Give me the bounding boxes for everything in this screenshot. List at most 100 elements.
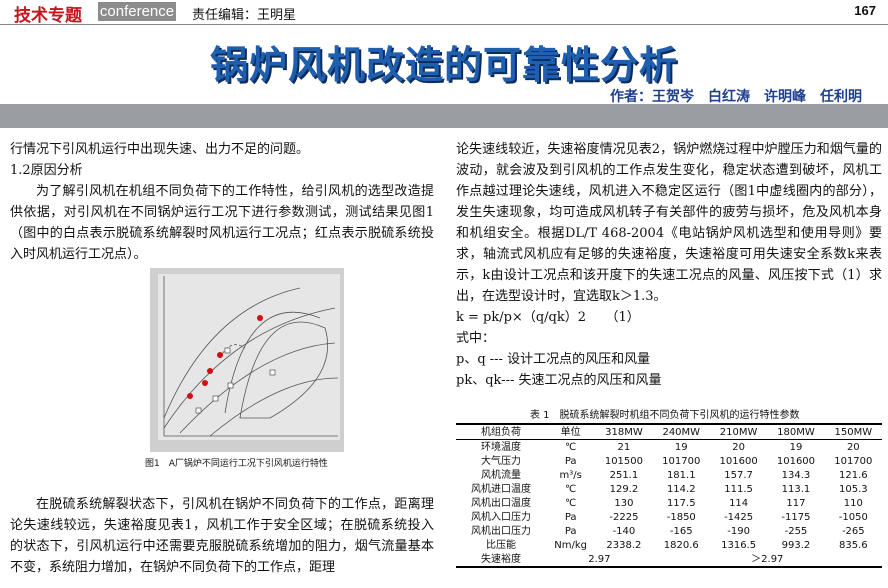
table-cell: 113.1 [781, 483, 811, 495]
table-cell: 105.3 [838, 483, 868, 495]
where: 式中： [456, 331, 496, 346]
table-row: 大气压力 Pa 101500 101700 101600 101600 101700 [456, 454, 882, 468]
table-cell: 风机进口温度 [471, 483, 532, 495]
table-cell: -140 [612, 525, 636, 537]
header-cell: 240MW [652, 424, 710, 440]
table-cell: 101600 [776, 455, 816, 467]
table-cell: 121.6 [838, 469, 868, 481]
table-cell: 1316.5 [721, 539, 757, 551]
table-row: 风机出口温度 ℃ 130 117.5 114 117 110 [456, 496, 882, 510]
table-cell: 101500 [604, 455, 644, 467]
table-cell: 251.1 [609, 469, 639, 481]
authors: 作者：王贺岑 白红涛 许明峰 任利明 [610, 89, 862, 105]
header-cell: 210MW [709, 424, 768, 440]
table-row: 风机进口温度 ℃ 129.2 114.2 111.5 113.1 105.3 [456, 482, 882, 496]
table-cell: 101700 [834, 455, 873, 467]
table-cell: 2.97 [588, 553, 611, 565]
table-title: 表 1 脱硫系统解裂时机组不同负荷下引风机的运行特性参数 [530, 410, 800, 421]
subheading: 1.2原因分析 [10, 163, 83, 178]
formula: k = pk/p×（q/qk）2 （1） [456, 310, 640, 325]
table-cell: -1425 [724, 511, 754, 523]
table-cell: 风机入口压力 [471, 511, 532, 523]
table-cell: -1175 [781, 511, 811, 523]
table-cell: 111.5 [724, 483, 753, 495]
divider-band [0, 104, 888, 128]
table-cell: ＞2.97 [751, 553, 784, 565]
table-cell: 1820.6 [663, 539, 699, 551]
table-row: 风机入口压力 Pa -2225 -1850 -1425 -1175 -1050 [456, 510, 882, 524]
table-cell: 134.3 [781, 469, 811, 481]
table-cell: 2338.2 [606, 539, 642, 551]
table-cell: 101700 [662, 455, 701, 467]
table-cell: 101600 [719, 455, 758, 467]
table-row: 风机流量 m³/s 251.1 181.1 157.7 134.3 121.6 [456, 468, 882, 482]
table-cell: 比压能 [486, 539, 517, 551]
section-tag: conference [98, 2, 176, 21]
left-column-lower: 在脱硫系统解裂状态下，引风机在锅炉不同负荷下的工作点，距离理论失速线较远，失速裕… [10, 494, 434, 578]
table-cell: 风机出口压力 [471, 525, 532, 537]
table-cell: Pa [564, 525, 577, 537]
paragraph: 在脱硫系统解裂状态下，引风机在锅炉不同负荷下的工作点，距离理论失速线较远，失速裕… [10, 497, 434, 575]
paragraph: 论失速线较近，失速裕度情况见表2，锅炉燃烧过程中炉膛压力和烟气量的波动，就会波及… [456, 142, 882, 304]
table-cell: 20 [732, 441, 745, 453]
table-cell: Pa [564, 455, 577, 467]
table-cell: 130 [614, 497, 634, 509]
table-cell: 风机流量 [481, 469, 522, 481]
header-cell: 机组负荷 [456, 424, 547, 440]
table-cell: 117 [786, 497, 806, 509]
table-cell: 129.2 [609, 483, 639, 495]
figure-caption: 图1 A厂锅炉不同运行工况下引风机运行特性 [145, 459, 328, 469]
table-row: 比压能 Nm/kg 2338.2 1820.6 1316.5 993.2 835.6 [456, 538, 882, 552]
table-cell: 风机出口温度 [471, 497, 532, 509]
table-cell: -190 [727, 525, 750, 537]
table-cell: -2225 [609, 511, 639, 523]
left-column: 行情况下引风机运行中出现失速、出力不足的问题。 1.2原因分析 为了解引风机在机… [10, 139, 434, 265]
table-cell: 110 [843, 497, 863, 509]
table-cell: 19 [674, 441, 688, 453]
table-cell: ℃ [565, 441, 577, 453]
header-cell: 180MW [767, 424, 825, 440]
table-cell: 835.6 [838, 539, 868, 551]
table-cell: ℃ [565, 483, 577, 495]
header-cell: 318MW [595, 424, 653, 440]
header [0, 0, 888, 25]
table-cell: 114.2 [666, 483, 696, 495]
table-row: 失速裕度 2.97 ＞2.97 [456, 552, 882, 567]
table-cell: -265 [841, 525, 865, 537]
article-title: 锅炉风机改造的可靠性分析 [209, 43, 678, 87]
table-cell: -1850 [666, 511, 696, 523]
header-cell: 150MW [824, 424, 882, 440]
table-cell: 117.5 [666, 497, 696, 509]
table-cell: -1050 [838, 511, 868, 523]
paragraph: 行情况下引风机运行中出现失速、出力不足的问题。 [10, 142, 310, 157]
table: 机组负荷 单位 318MW 240MW 210MW 180MW 150MW 环境温度 ℃ 21 19… [456, 423, 882, 568]
table-row: 风机出口压力 Pa -140 -165 -190 -255 -265 [456, 524, 882, 538]
table-cell: Nm/kg [554, 539, 588, 551]
table-cell: 21 [617, 441, 631, 453]
table-cell: 环境温度 [481, 441, 522, 453]
table-cell: 20 [846, 441, 860, 453]
table-cell: ℃ [565, 497, 577, 509]
definition: pk、qk--- 失速工况点的风压和风量 [456, 373, 662, 388]
editor: 责任编辑：王明星 [192, 8, 297, 23]
table-cell: 157.7 [724, 469, 753, 481]
table-row: 环境温度 ℃ 21 19 20 19 20 [456, 440, 882, 455]
section-label: 技术专题 [14, 6, 82, 26]
table-cell: 181.1 [666, 469, 696, 481]
table-header-row: 机组负荷 单位 318MW 240MW 210MW 180MW 150MW [456, 424, 882, 440]
table-cell: 大气压力 [481, 455, 522, 467]
table-cell: m³/s [559, 469, 582, 481]
table-cell: 19 [789, 441, 803, 453]
table-cell: 993.2 [781, 539, 811, 551]
table-cell: -165 [669, 525, 693, 537]
table-cell: Pa [564, 511, 577, 523]
page-number: 167 [854, 3, 876, 18]
table-cell: 114 [729, 497, 749, 509]
right-column: 论失速线较近，失速裕度情况见表2，锅炉燃烧过程中炉膛压力和烟气量的波动，就会波及… [456, 139, 882, 391]
table-cell: -255 [784, 525, 808, 537]
definition: p、q --- 设计工况点的风压和风量 [456, 352, 651, 367]
paragraph: 为了解引风机在机组不同负荷下的工作特性，给引风机的选型改造提供依据，对引风机在不… [10, 184, 434, 262]
header-cell: 单位 [546, 424, 596, 440]
table-cell: 失速裕度 [481, 553, 522, 565]
